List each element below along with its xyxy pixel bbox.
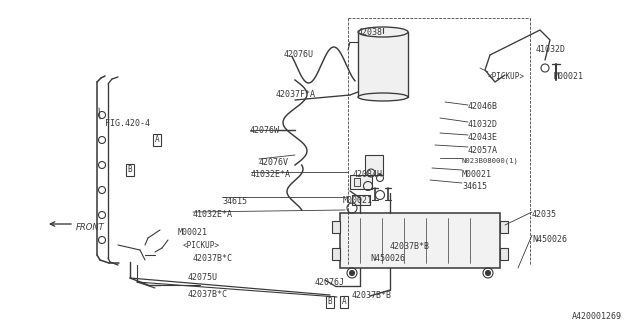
Text: 34615: 34615 [462, 182, 487, 191]
Text: <PICKUP>: <PICKUP> [183, 241, 220, 250]
Text: 41032E*A: 41032E*A [193, 210, 233, 219]
Text: 42084H: 42084H [353, 170, 383, 179]
Bar [352, 195, 370, 205]
Text: FIG.420-4: FIG.420-4 [105, 119, 150, 128]
Text: N023B08000(1): N023B08000(1) [462, 158, 519, 164]
Text: 42038: 42038 [358, 28, 383, 37]
Text: M00021: M00021 [343, 196, 373, 205]
Text: M00021: M00021 [462, 170, 492, 179]
Bar [365, 155, 383, 175]
Text: B: B [128, 165, 132, 174]
Bar [500, 221, 508, 233]
Ellipse shape [358, 27, 408, 37]
Text: 42035: 42035 [532, 210, 557, 219]
Text: N450026: N450026 [532, 235, 567, 244]
Text: A420001269: A420001269 [572, 312, 622, 320]
Text: 42037B*C: 42037B*C [188, 290, 228, 299]
Text: 42043E: 42043E [468, 133, 498, 142]
Bar [358, 32, 408, 97]
Text: 42076V: 42076V [259, 158, 289, 167]
Text: 41032E*A: 41032E*A [251, 170, 291, 179]
Ellipse shape [358, 93, 408, 101]
Text: M00021: M00021 [178, 228, 208, 237]
Text: <PICKUP>: <PICKUP> [488, 72, 525, 81]
Text: 42057A: 42057A [468, 146, 498, 155]
Text: 42075U: 42075U [188, 273, 218, 282]
Bar [500, 248, 508, 260]
Text: M00021: M00021 [554, 72, 584, 81]
Bar [332, 221, 340, 233]
Bar [340, 213, 500, 268]
Circle shape [486, 270, 490, 276]
Text: 34615: 34615 [222, 197, 247, 206]
Bar [350, 175, 372, 189]
Bar [332, 248, 340, 260]
Text: 42037B*B: 42037B*B [390, 242, 430, 251]
Text: 42037B*C: 42037B*C [193, 254, 233, 263]
Text: 42046B: 42046B [468, 102, 498, 111]
Text: B: B [328, 298, 332, 307]
Text: 42076J: 42076J [315, 278, 345, 287]
Text: N450026: N450026 [370, 254, 405, 263]
Circle shape [349, 270, 355, 276]
Text: A: A [155, 135, 159, 145]
Text: 41032D: 41032D [468, 120, 498, 129]
Text: A: A [342, 298, 346, 307]
Text: 42037B*B: 42037B*B [352, 291, 392, 300]
Text: 42037F*A: 42037F*A [276, 90, 316, 99]
Text: FRONT: FRONT [76, 223, 105, 233]
Text: 42076U: 42076U [284, 50, 314, 59]
Bar [354, 178, 360, 186]
Text: 42076W: 42076W [250, 126, 280, 135]
Text: 41032D: 41032D [536, 45, 566, 54]
